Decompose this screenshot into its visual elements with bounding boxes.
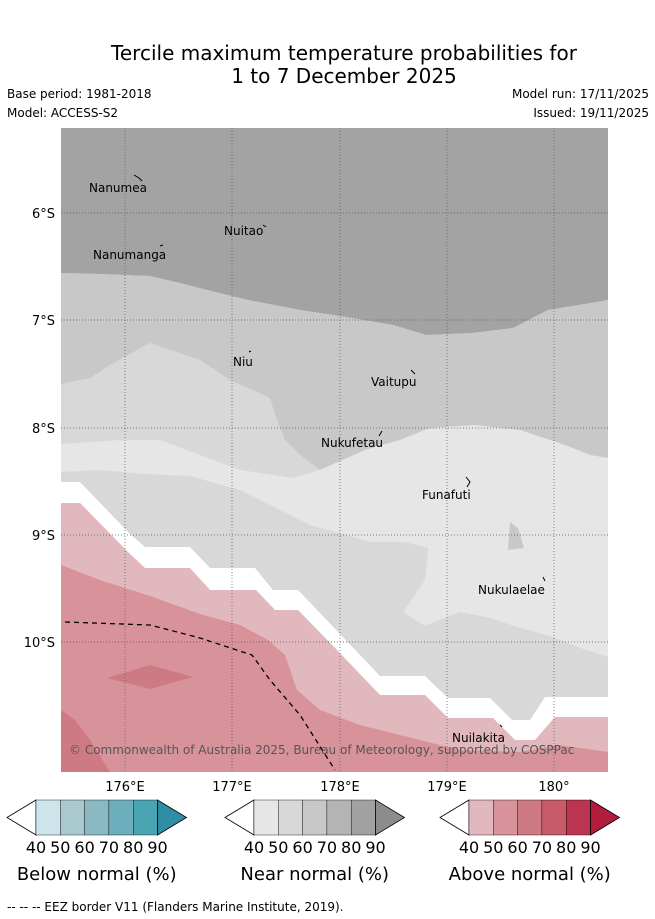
near-normal-tick-80: 80 <box>341 838 361 857</box>
title-line-2: 1 to 7 December 2025 <box>231 64 457 88</box>
above-normal-colorbar-title: Above normal (%) <box>449 864 611 885</box>
below-normal-over-triangle <box>157 799 188 836</box>
above-normal-50-region <box>61 565 608 772</box>
below-normal-tick-50: 50 <box>50 838 70 857</box>
island-nanumea-shape <box>133 174 143 182</box>
above-normal-segment-60 <box>517 799 543 836</box>
above-normal-tick-40: 40 <box>459 838 479 857</box>
below-normal-tick-90: 90 <box>147 838 167 857</box>
near-normal-60-region <box>61 273 608 470</box>
lat-label-7s: 7°S <box>32 314 55 329</box>
island-nukulaelae-shape <box>542 576 546 582</box>
above-normal-colorbar: 40 50 60 70 80 90 Above normal (%) <box>439 799 621 885</box>
island-nanumanga-shape <box>159 244 164 247</box>
above-normal-tick-50: 50 <box>483 838 503 857</box>
base-period: Base period: 1981-2018 <box>7 87 152 101</box>
lat-label-10s: 10°S <box>24 636 55 651</box>
near-normal-tick-40: 40 <box>244 838 264 857</box>
above-normal-60-patch <box>107 665 193 689</box>
island-nukufetau-shape <box>378 430 383 437</box>
above-normal-segment-80 <box>566 799 591 836</box>
label-niu: Niu <box>233 355 253 369</box>
lon-label-176e: 176°E <box>105 780 145 795</box>
lon-label-177e: 177°E <box>212 780 252 795</box>
near-normal-segment-50 <box>278 799 303 836</box>
below-normal-tick-70: 70 <box>99 838 119 857</box>
label-nukufetau: Nukufetau <box>321 436 383 450</box>
label-nuitao: Nuitao <box>224 224 263 238</box>
above-normal-over-triangle <box>590 799 621 836</box>
label-nuilakita: Nuilakita <box>452 731 505 745</box>
title-line-1: Tercile maximum temperature probabilitie… <box>111 41 577 65</box>
near-normal-segment-60 <box>302 799 328 836</box>
below-normal-tick-60: 60 <box>74 838 94 857</box>
above-normal-segment-40 <box>468 799 494 836</box>
lat-label-6s: 6°S <box>32 207 55 222</box>
near-normal-70-region <box>61 128 608 335</box>
above-normal-tick-70: 70 <box>532 838 552 857</box>
lat-label-9s: 9°S <box>32 529 55 544</box>
near-normal-40-region <box>61 425 608 657</box>
gridlines <box>61 128 608 772</box>
near-normal-segment-70 <box>326 799 352 836</box>
island-nuitao-shape <box>262 224 267 228</box>
model-name: Model: ACCESS-S2 <box>7 106 119 120</box>
map-area <box>61 128 608 772</box>
near-normal-colorbar: 40 50 60 70 80 90 Near normal (%) <box>224 799 406 885</box>
below-normal-segment-70 <box>108 799 134 836</box>
equal-chance-band <box>61 482 608 740</box>
near-normal-50-region <box>61 343 320 478</box>
label-vaitupu: Vaitupu <box>371 375 417 389</box>
label-funafuti: Funafuti <box>422 488 471 502</box>
above-normal-tick-80: 80 <box>556 838 576 857</box>
model-run: Model run: 17/11/2025 <box>511 87 649 101</box>
below-normal-under-triangle <box>6 799 37 836</box>
lon-label-179e: 179°E <box>427 780 467 795</box>
island-nuilakita-shape <box>499 724 503 728</box>
near-normal-colorbar-title: Near normal (%) <box>240 864 389 885</box>
near-normal-tick-50: 50 <box>268 838 288 857</box>
eez-footnote: -- -- -- EEZ border V11 (Flanders Marine… <box>7 900 344 914</box>
near-normal-tick-60: 60 <box>292 838 312 857</box>
near-normal-over-triangle <box>375 799 406 836</box>
above-normal-segment-50 <box>493 799 518 836</box>
below-normal-colorbar: 40 50 60 70 80 90 Below normal (%) <box>6 799 188 885</box>
near-normal-tick-90: 90 <box>365 838 385 857</box>
below-normal-tick-40: 40 <box>26 838 46 857</box>
lon-label-180: 180° <box>538 780 569 795</box>
copyright-notice: © Commonwealth of Australia 2025, Bureau… <box>69 743 574 757</box>
near-normal-tick-70: 70 <box>317 838 337 857</box>
above-normal-tick-90: 90 <box>580 838 600 857</box>
below-normal-segment-50 <box>60 799 85 836</box>
label-nukulaelae: Nukulaelae <box>478 583 545 597</box>
lat-label-8s: 8°S <box>32 422 55 437</box>
near-normal-50-lower <box>403 612 608 718</box>
island-funafuti-shape <box>465 476 471 488</box>
below-normal-segment-80 <box>132 799 158 836</box>
below-normal-colorbar-title: Below normal (%) <box>17 864 177 885</box>
island-vaitupu-shape <box>410 369 416 375</box>
near-normal-segment-40 <box>253 799 279 836</box>
islands <box>133 174 546 728</box>
label-nanumea: Nanumea <box>89 181 147 195</box>
lon-label-178e: 178°E <box>320 780 360 795</box>
below-normal-segment-60 <box>84 799 110 836</box>
issued-date: Issued: 19/11/2025 <box>533 106 649 120</box>
near-normal-under-triangle <box>224 799 255 836</box>
label-nanumanga: Nanumanga <box>93 248 166 262</box>
above-normal-segment-70 <box>541 799 567 836</box>
near-normal-60-patch <box>508 522 524 550</box>
below-normal-segment-40 <box>35 799 61 836</box>
above-normal-under-triangle <box>439 799 470 836</box>
eez-border-line <box>64 621 336 771</box>
above-normal-tick-60: 60 <box>507 838 527 857</box>
below-normal-tick-80: 80 <box>123 838 143 857</box>
island-niu-shape <box>248 350 252 353</box>
above-normal-60-corner <box>61 710 110 772</box>
near-normal-segment-80 <box>351 799 376 836</box>
